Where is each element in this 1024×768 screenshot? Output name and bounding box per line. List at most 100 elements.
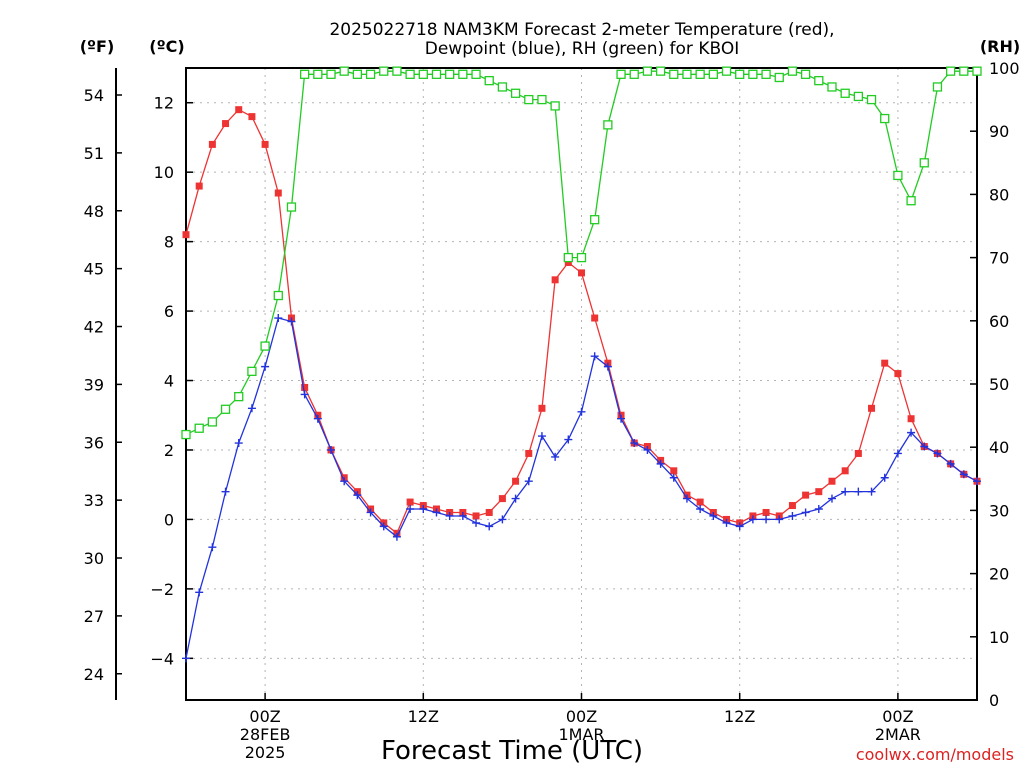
rh-point [800, 69, 811, 79]
dewpoint-point [313, 414, 322, 423]
x-tick-label: 00Z [249, 707, 280, 726]
temperature-point [828, 477, 836, 485]
rh-point [458, 69, 468, 79]
fahrenheit-tick-label: 51 [84, 144, 104, 163]
temperature-point [512, 477, 520, 485]
dewpoint-point [722, 518, 731, 527]
temperature-point [538, 404, 546, 412]
dewpoint-point [340, 477, 349, 486]
x-tick-label: 00Z [882, 707, 913, 726]
temperature-point [881, 359, 889, 367]
dewpoint-point [735, 522, 744, 531]
temperature-point [485, 508, 493, 516]
x-tick-label: 2025 [245, 743, 286, 762]
rh-point [603, 120, 613, 130]
dewpoint-point [472, 518, 481, 527]
rh-point [708, 69, 718, 79]
rh-tick-label: 10 [989, 628, 1009, 647]
temperature-point [802, 491, 810, 499]
fahrenheit-tick-label: 24 [84, 665, 104, 684]
dewpoint-point [933, 449, 942, 458]
rh-point [576, 252, 587, 263]
chart-title-line1: 2025022718 NAM3KM Forecast 2-meter Tempe… [329, 20, 834, 40]
dewpoint-point [287, 317, 296, 326]
temperature-point [248, 113, 256, 121]
rh-point [932, 82, 943, 92]
celsius-tick-label: 10 [154, 163, 174, 182]
data-series [181, 66, 982, 663]
x-tick-label: 12Z [724, 707, 755, 726]
rh-point [669, 69, 679, 79]
dewpoint-point [458, 511, 467, 520]
dewpoint-point [406, 505, 415, 514]
temperature-point [222, 120, 230, 128]
rh-point [655, 66, 666, 76]
dewpoint-point [973, 477, 981, 486]
rh-point [972, 66, 982, 76]
temperature-point [578, 269, 585, 277]
dewpoint-point [946, 459, 955, 468]
rh-point [220, 404, 231, 414]
rh-point [774, 72, 784, 83]
dewpoint-point [274, 314, 283, 323]
rh-point [247, 366, 257, 377]
rh-point [761, 69, 771, 79]
fahrenheit-tick-label: 39 [84, 375, 104, 394]
rh-point [590, 215, 600, 225]
dewpoint-point [511, 494, 520, 503]
dewpoint-point [907, 428, 916, 437]
x-tick-label: 12Z [408, 707, 439, 726]
rh-point [537, 94, 547, 105]
dewpoint-point [445, 511, 454, 520]
rh-tick-label: 20 [989, 565, 1009, 584]
dewpoint-point [182, 654, 190, 663]
celsius-tick-label: −4 [150, 649, 174, 668]
gridlines [186, 68, 977, 700]
dewpoint-point [247, 404, 256, 413]
celsius-tick-label: 4 [164, 372, 174, 391]
rh-tick-label: 70 [989, 249, 1009, 268]
rh-point [497, 82, 508, 92]
temperature-point [591, 314, 599, 322]
temperature-point [301, 383, 309, 391]
rh-point [840, 88, 850, 98]
rh-tick-label: 50 [989, 375, 1009, 394]
rh-tick-label: 0 [989, 691, 999, 710]
celsius-tick-label: 6 [164, 302, 174, 321]
dewpoint-point [195, 588, 204, 597]
rh-point [299, 69, 310, 79]
rh-point [695, 69, 705, 79]
rh-point [563, 252, 573, 263]
celsius-tick-label: 8 [164, 233, 174, 252]
series-1 [182, 314, 981, 663]
series-2 [181, 66, 982, 440]
dewpoint-point [551, 452, 560, 461]
rh-point [721, 66, 732, 76]
temperature-point [868, 404, 876, 412]
temperature-point [208, 140, 216, 148]
dewpoint-point [682, 494, 691, 503]
temperature-point [854, 449, 862, 457]
temperature-point [670, 467, 678, 475]
dewpoint-point [841, 487, 850, 496]
x-axis-label: Forecast Time (UTC) [381, 736, 643, 766]
dewpoint-point [327, 445, 336, 454]
temperature-point [195, 182, 203, 190]
dewpoint-point [261, 362, 270, 371]
dewpoint-point [221, 487, 230, 496]
dewpoint-point [696, 505, 705, 514]
x-tick-label: 00Z [566, 707, 597, 726]
dewpoint-point [854, 487, 863, 496]
rh-point [880, 113, 890, 124]
dewpoint-point [353, 491, 362, 500]
dewpoint-point [498, 515, 507, 524]
temperature-point [762, 508, 770, 516]
dewpoint-point [762, 515, 771, 524]
rh-unit-label: (RH) [980, 37, 1020, 56]
fahrenheit-tick-label: 48 [84, 202, 104, 221]
temperature-point [696, 498, 704, 506]
dewpoint-point [748, 515, 757, 524]
dewpoint-point [814, 505, 823, 514]
rh-point [273, 290, 283, 301]
